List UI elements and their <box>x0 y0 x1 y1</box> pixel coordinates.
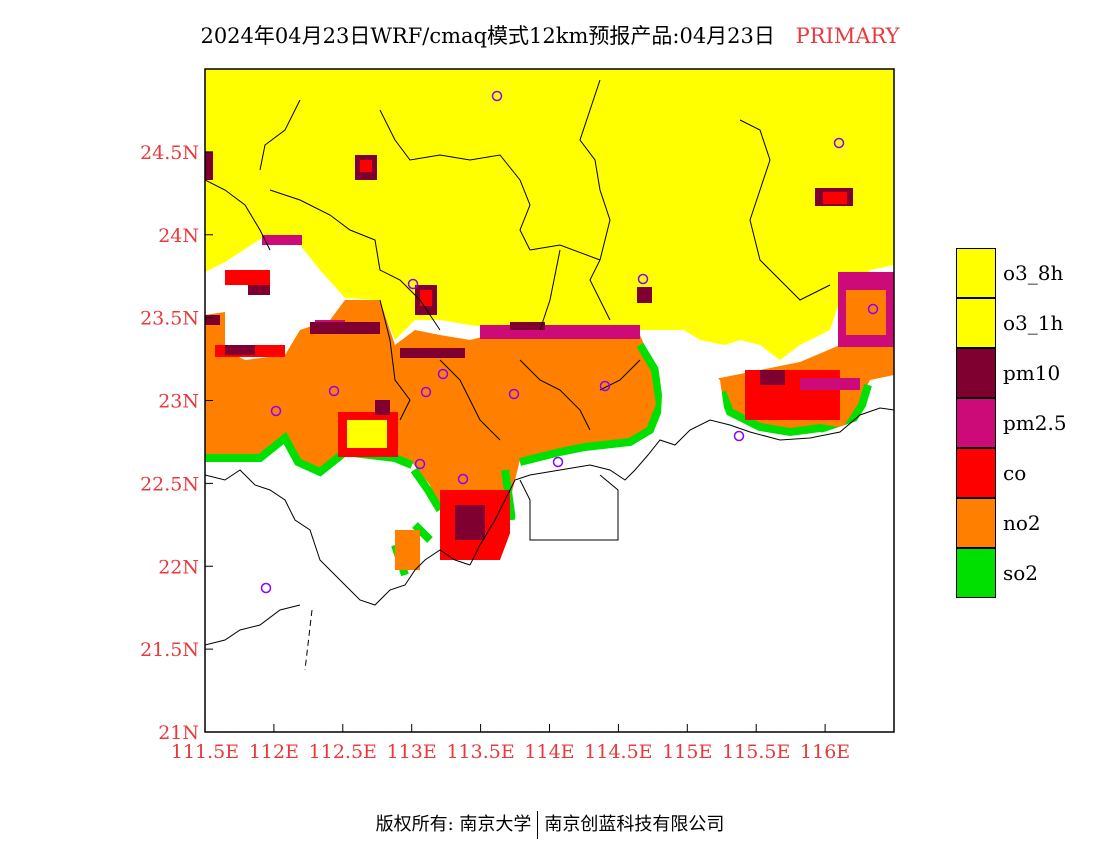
pm10-patch <box>225 345 255 355</box>
y-tick-label: 24.5N <box>140 142 199 164</box>
legend-swatch <box>956 248 996 298</box>
footer-separator <box>537 811 539 839</box>
co-patch <box>823 192 847 204</box>
o3-patch <box>347 420 387 448</box>
x-tick-label: 111.5E <box>171 741 239 763</box>
co-patch <box>420 290 432 306</box>
pm10-patch <box>400 348 465 358</box>
x-tick-label: 115E <box>662 741 712 763</box>
co-patch <box>360 160 372 172</box>
footer-right: 南京创蓝科技有限公司 <box>544 814 725 835</box>
legend-swatch <box>956 398 996 448</box>
y-tick-label: 23.5N <box>140 308 199 330</box>
legend-item-o3-1h: o3_1h <box>956 298 1100 348</box>
legend: o3_8h o3_1h pm10 pm2.5 co no2 so2 <box>956 248 1100 598</box>
chart-title: 2024年04月23日WRF/cmaq模式12km预报产品:04月23日 PRI… <box>0 20 1100 50</box>
sea <box>205 470 405 660</box>
x-tick-label: 116E <box>800 741 850 763</box>
pm25-patch <box>800 378 860 390</box>
legend-item-co: co <box>956 448 1100 498</box>
legend-label: no2 <box>1003 511 1041 535</box>
pm10-patch <box>760 370 785 385</box>
x-tick-label: 113.5E <box>446 741 514 763</box>
sea <box>652 340 725 440</box>
no2-patch <box>395 530 420 570</box>
y-tick-label: 21N <box>158 722 199 744</box>
x-tick-label: 112E <box>249 741 299 763</box>
sea <box>205 408 894 732</box>
no2-patch <box>846 290 886 335</box>
y-tick-label: 21.5N <box>140 639 199 661</box>
copyright-footer: 版权所有: 南京大学 南京创蓝科技有限公司 <box>0 810 1100 839</box>
y-tick-label: 23N <box>158 391 199 413</box>
pm10-patch <box>205 152 213 180</box>
legend-swatch <box>956 348 996 398</box>
pm10-patch <box>637 287 652 303</box>
pm25-patch <box>262 235 302 245</box>
legend-item-o3-8h: o3_8h <box>956 248 1100 298</box>
legend-item-pm25: pm2.5 <box>956 398 1100 448</box>
legend-label: co <box>1003 461 1027 485</box>
title-tag: PRIMARY <box>795 24 900 48</box>
axis-ticks: 111.5E 112E 112.5E 113E 113.5E 114E 114.5E 115E… <box>140 142 850 763</box>
pm10-patch <box>310 322 380 334</box>
so2-band-east <box>718 383 872 437</box>
legend-swatch <box>956 298 996 348</box>
legend-swatch <box>956 548 996 598</box>
legend-label: pm10 <box>1003 361 1061 385</box>
x-tick-label: 112.5E <box>309 741 377 763</box>
footer-left: 版权所有: 南京大学 <box>375 814 532 835</box>
o3-region <box>205 69 894 360</box>
legend-label: pm2.5 <box>1003 411 1067 435</box>
legend-item-pm10: pm10 <box>956 348 1100 398</box>
y-tick-label: 24N <box>158 225 199 247</box>
legend-item-no2: no2 <box>956 498 1100 548</box>
legend-label: o3_8h <box>1003 261 1064 285</box>
legend-swatch <box>956 498 996 548</box>
pm10-patch <box>248 285 270 295</box>
x-tick-label: 114.5E <box>584 741 652 763</box>
pm25-patch <box>480 325 640 339</box>
so2-band-center <box>410 342 665 513</box>
title-main: 2024年04月23日WRF/cmaq模式12km预报产品:04月23日 <box>200 24 775 48</box>
y-tick-label: 22N <box>158 556 199 578</box>
pm10-patch <box>375 400 390 415</box>
co-patch <box>745 370 840 420</box>
legend-item-so2: so2 <box>956 548 1100 598</box>
legend-swatch <box>956 448 996 498</box>
y-tick-label: 22.5N <box>140 473 199 495</box>
legend-label: o3_1h <box>1003 311 1064 335</box>
x-tick-label: 113E <box>387 741 437 763</box>
no2-region <box>205 300 660 560</box>
pm10-patch <box>510 322 545 330</box>
pm10-patch <box>205 315 220 325</box>
x-tick-label: 114E <box>524 741 574 763</box>
x-tick-label: 115.5E <box>722 741 790 763</box>
pm10-patch <box>455 505 485 540</box>
co-patch <box>225 270 270 285</box>
legend-label: so2 <box>1003 561 1039 585</box>
